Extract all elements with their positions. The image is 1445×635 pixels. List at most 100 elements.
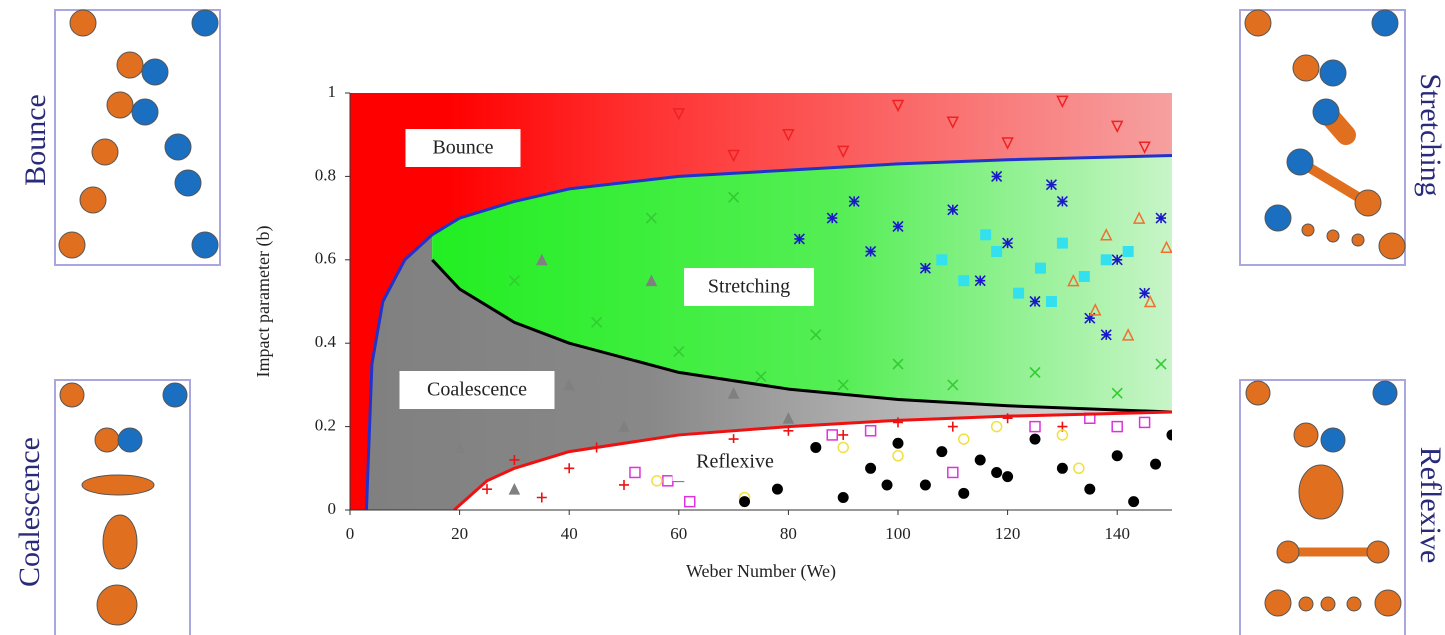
point <box>1089 303 1102 316</box>
point <box>919 479 931 491</box>
point <box>1166 429 1172 441</box>
point <box>1029 295 1041 308</box>
point <box>991 170 1003 182</box>
point <box>508 275 520 287</box>
point <box>1073 462 1085 475</box>
point <box>793 233 805 245</box>
point <box>1139 287 1151 299</box>
point <box>771 483 783 495</box>
point <box>826 212 838 224</box>
point <box>1056 429 1069 441</box>
point <box>564 463 575 474</box>
y-tick-label: 0 <box>328 499 337 518</box>
y-tick-label: 0.2 <box>315 416 336 435</box>
point <box>629 466 641 479</box>
x-tick-label: 0 <box>346 524 355 543</box>
annotation-box <box>672 443 798 481</box>
point <box>739 496 751 508</box>
point <box>1128 496 1140 508</box>
panel-reflexive <box>1239 379 1406 635</box>
point <box>837 379 849 391</box>
point <box>892 450 904 462</box>
boundary-curve <box>431 258 1172 414</box>
point <box>836 145 850 159</box>
point <box>810 441 822 453</box>
point <box>563 378 576 391</box>
point <box>865 462 877 474</box>
point <box>536 492 547 503</box>
y-tick-label: 1 <box>328 82 337 101</box>
point <box>1056 462 1068 474</box>
point <box>645 274 658 287</box>
point <box>1002 471 1014 483</box>
point <box>947 466 959 479</box>
point <box>1121 328 1135 341</box>
point <box>892 358 904 370</box>
point <box>974 275 986 287</box>
point <box>1160 240 1172 254</box>
point <box>651 475 663 487</box>
point <box>1100 254 1112 266</box>
point <box>974 454 986 466</box>
point <box>980 229 992 241</box>
point <box>1013 287 1025 299</box>
point <box>891 99 905 113</box>
point <box>864 425 877 437</box>
boundary-curve <box>364 154 1172 510</box>
annotation: Stretching <box>708 276 790 298</box>
point <box>958 275 970 287</box>
point <box>727 387 740 399</box>
point <box>936 254 948 266</box>
point <box>946 116 960 129</box>
point <box>1045 179 1058 191</box>
point <box>1132 211 1146 224</box>
boundary-curve <box>453 410 1172 510</box>
point <box>810 329 822 341</box>
point <box>1138 416 1151 429</box>
x-tick-label: 40 <box>561 524 578 543</box>
point <box>1100 329 1112 341</box>
point <box>1056 195 1068 207</box>
annotation-box <box>399 371 555 409</box>
point <box>1002 237 1014 249</box>
x-tick-label: 60 <box>670 524 687 543</box>
point <box>535 253 548 266</box>
point <box>645 212 657 224</box>
panel-bounce <box>54 9 221 266</box>
point <box>684 495 696 508</box>
point <box>662 475 674 487</box>
y-tick-label: 0.6 <box>315 249 336 268</box>
y-tick-label: 0.4 <box>315 332 337 351</box>
point <box>728 434 739 445</box>
panel-coalescence <box>54 379 191 635</box>
x-tick-label: 140 <box>1104 524 1130 543</box>
point <box>1111 450 1123 462</box>
point <box>1067 273 1080 287</box>
annotation: Coalescence <box>427 379 527 401</box>
annotation: Reflexive <box>696 451 774 473</box>
point <box>1122 245 1134 257</box>
point <box>892 220 904 233</box>
point <box>755 370 767 383</box>
point <box>1034 262 1046 274</box>
plot: Bounce Stretching Coalescence Reflexive 0 20 4… <box>253 82 1172 582</box>
point <box>1084 483 1096 495</box>
point <box>1056 237 1068 249</box>
point <box>1029 420 1041 433</box>
point <box>1029 433 1041 445</box>
point <box>591 316 603 328</box>
point <box>1078 270 1090 282</box>
point <box>991 245 1003 257</box>
point <box>1029 366 1041 378</box>
annotation-box <box>405 129 521 167</box>
point <box>1155 212 1167 224</box>
point <box>837 491 849 503</box>
panel-label: Stretching <box>1414 73 1445 196</box>
point <box>837 441 849 454</box>
point <box>618 420 630 433</box>
point <box>1143 294 1157 308</box>
point <box>881 479 893 491</box>
point <box>947 421 958 432</box>
x-tick-label: 120 <box>995 524 1021 543</box>
